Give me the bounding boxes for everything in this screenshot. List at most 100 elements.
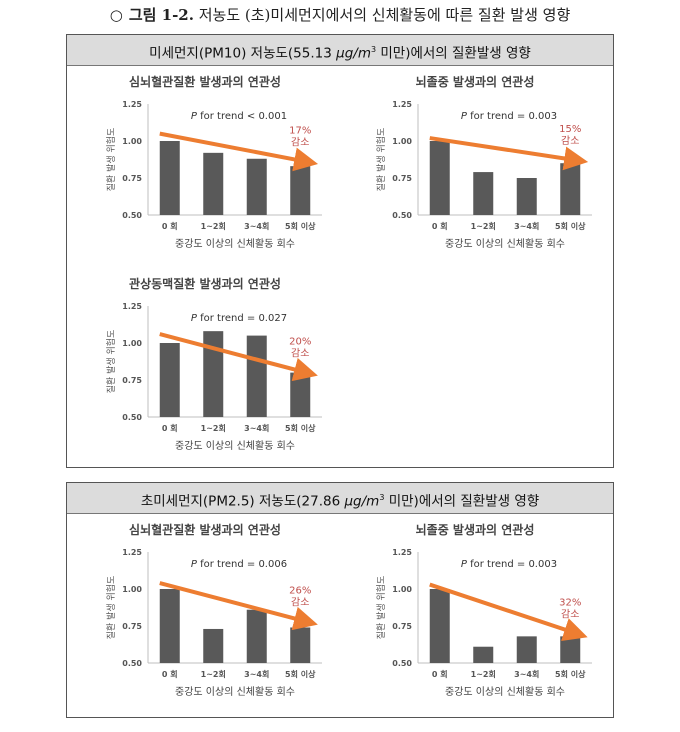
y-tick-label: 1.25: [122, 100, 142, 109]
circle-bullet-icon: ○: [109, 6, 123, 24]
x-tick-label: 1~2회: [201, 423, 226, 433]
p-trend-text: for trend = 0.003: [470, 559, 557, 570]
x-tick-label: 3~4회: [514, 669, 539, 679]
x-axis-label: 중강도 이상의 신체활동 회수: [445, 237, 565, 250]
x-tick-label: 0 회: [162, 423, 178, 433]
bar: [203, 331, 224, 417]
figure-caption: ○ 그림 1-2. 저농도 (초)미세먼지에서의 신체활동에 따른 질환 발생 영…: [0, 2, 680, 28]
chart-pm10-coronary: 관상동맥질환 발생과의 연관성 0.50 0.75 1.00 1.25 질환 발생 위험도…: [80, 272, 330, 472]
p-trend-text: for trend = 0.003: [470, 111, 557, 122]
reduction-label: 감소: [291, 597, 309, 609]
bar: [560, 163, 581, 215]
bar: [246, 335, 267, 417]
y-tick-label: 0.50: [122, 413, 142, 422]
x-tick-label: 3~4회: [244, 423, 269, 433]
reduction-percent: 20%: [289, 337, 311, 348]
bar: [159, 343, 180, 417]
pm10-header-pre: 미세먼지(PM10) 저농도(55.13: [149, 45, 337, 62]
y-axis-label: 질환 발생 위험도: [105, 576, 117, 640]
bar: [203, 152, 224, 215]
x-tick-label: 0 회: [162, 669, 178, 679]
reduction-percent: 32%: [559, 597, 581, 608]
x-tick-label: 0 회: [432, 221, 448, 231]
bar: [246, 158, 267, 215]
bar: [203, 628, 224, 663]
reduction-percent: 17%: [289, 126, 311, 137]
x-tick-label: 3~4회: [244, 669, 269, 679]
pm10-panel: 미세먼지(PM10) 저농도(55.13 μg/m3 미만)에서의 질환발생 영…: [66, 34, 614, 468]
chart-pm25-stroke: 뇌졸중 발생과의 연관성 0.50 0.75 1.00 1.25 질환 발생 위험도 0 회…: [350, 518, 600, 718]
y-tick-label: 0.75: [122, 622, 142, 631]
x-tick-label: 5회 이상: [555, 669, 586, 679]
pm25-header-pre: 초미세먼지(PM2.5) 저농도(27.86: [140, 493, 345, 510]
bar: [290, 372, 311, 417]
y-tick-label: 0.75: [122, 376, 142, 385]
p-trend-annotation: P for trend = 0.003: [461, 111, 557, 122]
p-trend-annotation: P for trend = 0.027: [191, 313, 287, 324]
bar: [429, 141, 450, 215]
pm25-header-post: 미만)에서의 질환발생 영향: [384, 493, 540, 510]
x-axis-label: 중강도 이상의 신체활동 회수: [445, 685, 565, 698]
figure-title: 저농도 (초)미세먼지에서의 신체활동에 따른 질환 발생 영향: [193, 6, 571, 24]
p-symbol: P: [461, 559, 470, 570]
x-axis-label: 중강도 이상의 신체활동 회수: [175, 685, 295, 698]
x-tick-label: 1~2회: [471, 221, 496, 231]
pm25-panel: 초미세먼지(PM2.5) 저농도(27.86 μg/m3 미만)에서의 질환발생…: [66, 482, 614, 718]
reduction-label: 감소: [291, 348, 309, 360]
x-tick-label: 1~2회: [471, 669, 496, 679]
y-tick-label: 1.00: [122, 585, 142, 594]
chart-title: 심뇌혈관질환 발생과의 연관성: [129, 74, 281, 89]
bar: [473, 646, 494, 663]
y-tick-label: 1.00: [122, 137, 142, 146]
x-tick-label: 5회 이상: [285, 669, 316, 679]
y-axis-label: 질환 발생 위험도: [375, 576, 387, 640]
chart-svg: 관상동맥질환 발생과의 연관성 0.50 0.75 1.00 1.25 질환 발생 위험도…: [105, 276, 322, 452]
y-tick-label: 0.50: [122, 211, 142, 220]
chart-title: 심뇌혈관질환 발생과의 연관성: [129, 522, 281, 537]
pm10-unit-exponent: 3: [370, 45, 377, 54]
x-tick-label: 0 회: [162, 221, 178, 231]
y-tick-label: 1.00: [392, 137, 412, 146]
p-trend-text: for trend < 0.001: [200, 111, 287, 122]
pm10-unit: μg/m: [336, 45, 371, 62]
chart-title: 관상동맥질환 발생과의 연관성: [129, 276, 281, 291]
p-trend-text: for trend = 0.027: [200, 313, 287, 324]
x-axis-label: 중강도 이상의 신체활동 회수: [175, 439, 295, 452]
y-axis-label: 질환 발생 위험도: [105, 330, 117, 394]
bar: [246, 609, 267, 663]
x-tick-label: 1~2회: [201, 669, 226, 679]
reduction-percent: 15%: [559, 124, 581, 135]
p-symbol: P: [191, 111, 200, 122]
chart-svg: 뇌졸중 발생과의 연관성 0.50 0.75 1.00 1.25 질환 발생 위험도 0 회…: [375, 74, 592, 250]
chart-svg: 뇌졸중 발생과의 연관성 0.50 0.75 1.00 1.25 질환 발생 위험도 0 회…: [375, 522, 592, 698]
bar: [159, 141, 180, 215]
chart-pm25-cardiovascular: 심뇌혈관질환 발생과의 연관성 0.50 0.75 1.00 1.25 질환 발생 위험도…: [80, 518, 330, 718]
trend-arrow: [159, 332, 318, 382]
p-trend-annotation: P for trend = 0.003: [461, 559, 557, 570]
p-trend-annotation: P for trend < 0.001: [191, 111, 287, 122]
trend-arrow: [159, 131, 319, 172]
y-tick-label: 1.00: [122, 339, 142, 348]
y-tick-label: 0.75: [392, 174, 412, 183]
reduction-label: 감소: [561, 608, 579, 620]
y-tick-label: 0.50: [122, 659, 142, 668]
chart-title: 뇌졸중 발생과의 연관성: [416, 522, 535, 537]
reduction-label: 감소: [291, 137, 309, 149]
chart-pm10-stroke: 뇌졸중 발생과의 연관성 0.50 0.75 1.00 1.25 질환 발생 위험도 0 회…: [350, 70, 600, 270]
p-symbol: P: [461, 111, 470, 122]
trend-arrow: [159, 581, 318, 631]
bar: [516, 636, 537, 663]
bar: [473, 172, 494, 215]
y-tick-label: 0.50: [392, 659, 412, 668]
y-tick-label: 0.75: [122, 174, 142, 183]
x-axis-label: 중강도 이상의 신체활동 회수: [175, 237, 295, 250]
x-tick-label: 1~2회: [201, 221, 226, 231]
reduction-label: 감소: [561, 135, 579, 147]
p-trend-text: for trend = 0.006: [200, 559, 287, 570]
x-tick-label: 0 회: [432, 669, 448, 679]
bar: [560, 636, 581, 663]
chart-svg: 심뇌혈관질환 발생과의 연관성 0.50 0.75 1.00 1.25 질환 발생 위험도…: [105, 74, 322, 250]
x-tick-label: 5회 이상: [285, 423, 316, 433]
y-tick-label: 0.75: [392, 622, 412, 631]
bar: [516, 178, 537, 215]
